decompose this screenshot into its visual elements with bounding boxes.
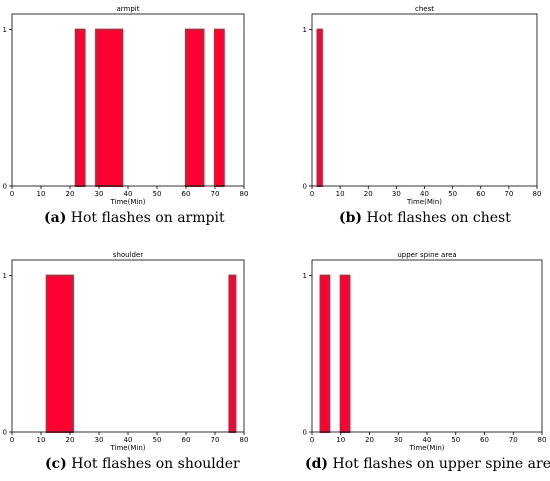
y-tick-label: 1	[3, 26, 7, 34]
x-tick-label: 70	[504, 190, 513, 198]
x-tick-label: 30	[95, 190, 104, 198]
chart-title: armpit	[117, 5, 140, 13]
x-tick-label: 0	[310, 436, 314, 444]
x-tick-label: 40	[423, 436, 432, 444]
x-tick-label: 80	[240, 436, 249, 444]
x-tick-label: 50	[153, 436, 162, 444]
x-tick-label: 80	[533, 190, 542, 198]
axes-frame	[311, 13, 538, 187]
hot-flash-bar	[228, 274, 237, 433]
hot-flash-bar	[319, 274, 331, 433]
y-tick-label: 0	[3, 183, 7, 191]
x-tick-label: 30	[95, 436, 104, 444]
caption-d: (d) Hot flashes on upper spine area	[305, 456, 550, 472]
x-tick-label: 0	[310, 190, 314, 198]
x-tick-label: 70	[211, 190, 220, 198]
hot-flash-bar	[214, 28, 225, 187]
x-tick-label: 10	[37, 190, 46, 198]
y-tick-label: 1	[3, 272, 7, 280]
chart-title: upper spine area	[397, 251, 456, 259]
x-tick-label: 20	[364, 190, 373, 198]
x-tick-label: 50	[153, 190, 162, 198]
axes-frame	[11, 13, 245, 187]
x-tick-label: 40	[420, 190, 429, 198]
caption-b: (b) Hot flashes on chest	[339, 210, 511, 226]
x-tick-label: 20	[365, 436, 374, 444]
x-tick-label: 0	[10, 436, 14, 444]
x-axis-label: Time(Min)	[109, 198, 145, 206]
hot-flash-bar	[74, 28, 86, 187]
x-tick-label: 60	[480, 436, 489, 444]
x-tick-label: 50	[448, 190, 457, 198]
hot-flash-bar	[316, 28, 323, 187]
x-tick-label: 40	[124, 436, 133, 444]
x-tick-label: 10	[336, 436, 345, 444]
x-tick-label: 60	[182, 436, 191, 444]
chart-title: shoulder	[113, 251, 143, 259]
y-tick-label: 0	[3, 429, 7, 437]
x-tick-label: 30	[392, 190, 401, 198]
caption-a: (a) Hot flashes on armpit	[44, 210, 225, 226]
hot-flash-bar	[45, 274, 74, 433]
hot-flash-bar	[185, 28, 205, 187]
chart-panel-2: shoulder 0 10 20 30 40 50 60 70 80 Time(Min) 0 1	[3, 251, 249, 452]
x-axis-label: Time(Min)	[406, 198, 442, 206]
x-tick-label: 70	[211, 436, 220, 444]
x-tick-label: 50	[451, 436, 460, 444]
x-axis-label: Time(Min)	[408, 444, 444, 452]
x-tick-label: 20	[66, 436, 75, 444]
chart-panel-1: chest 0 10 20 30 40 50 60 70 80 Time(Min) 0 1	[303, 5, 542, 206]
hot-flash-bar	[339, 274, 351, 433]
chart-panel-0: armpit 0 10 20 30 40 50 60 70 80 Time(Min) 0 1	[3, 5, 249, 206]
y-tick-label: 1	[303, 272, 307, 280]
x-axis-label: Time(Min)	[109, 444, 145, 452]
x-tick-label: 80	[538, 436, 547, 444]
chart-title: chest	[415, 5, 434, 13]
x-tick-label: 60	[182, 190, 191, 198]
x-tick-label: 30	[394, 436, 403, 444]
y-tick-label: 0	[303, 429, 307, 437]
x-tick-label: 80	[240, 190, 249, 198]
x-tick-label: 20	[66, 190, 75, 198]
hot-flash-bar	[95, 28, 124, 187]
x-tick-label: 0	[10, 190, 14, 198]
x-tick-label: 10	[336, 190, 345, 198]
x-tick-label: 60	[476, 190, 485, 198]
y-tick-label: 0	[303, 183, 307, 191]
y-tick-label: 1	[303, 26, 307, 34]
x-tick-label: 40	[124, 190, 133, 198]
x-tick-label: 70	[509, 436, 518, 444]
caption-c: (c) Hot flashes on shoulder	[45, 456, 240, 472]
x-tick-label: 10	[37, 436, 46, 444]
